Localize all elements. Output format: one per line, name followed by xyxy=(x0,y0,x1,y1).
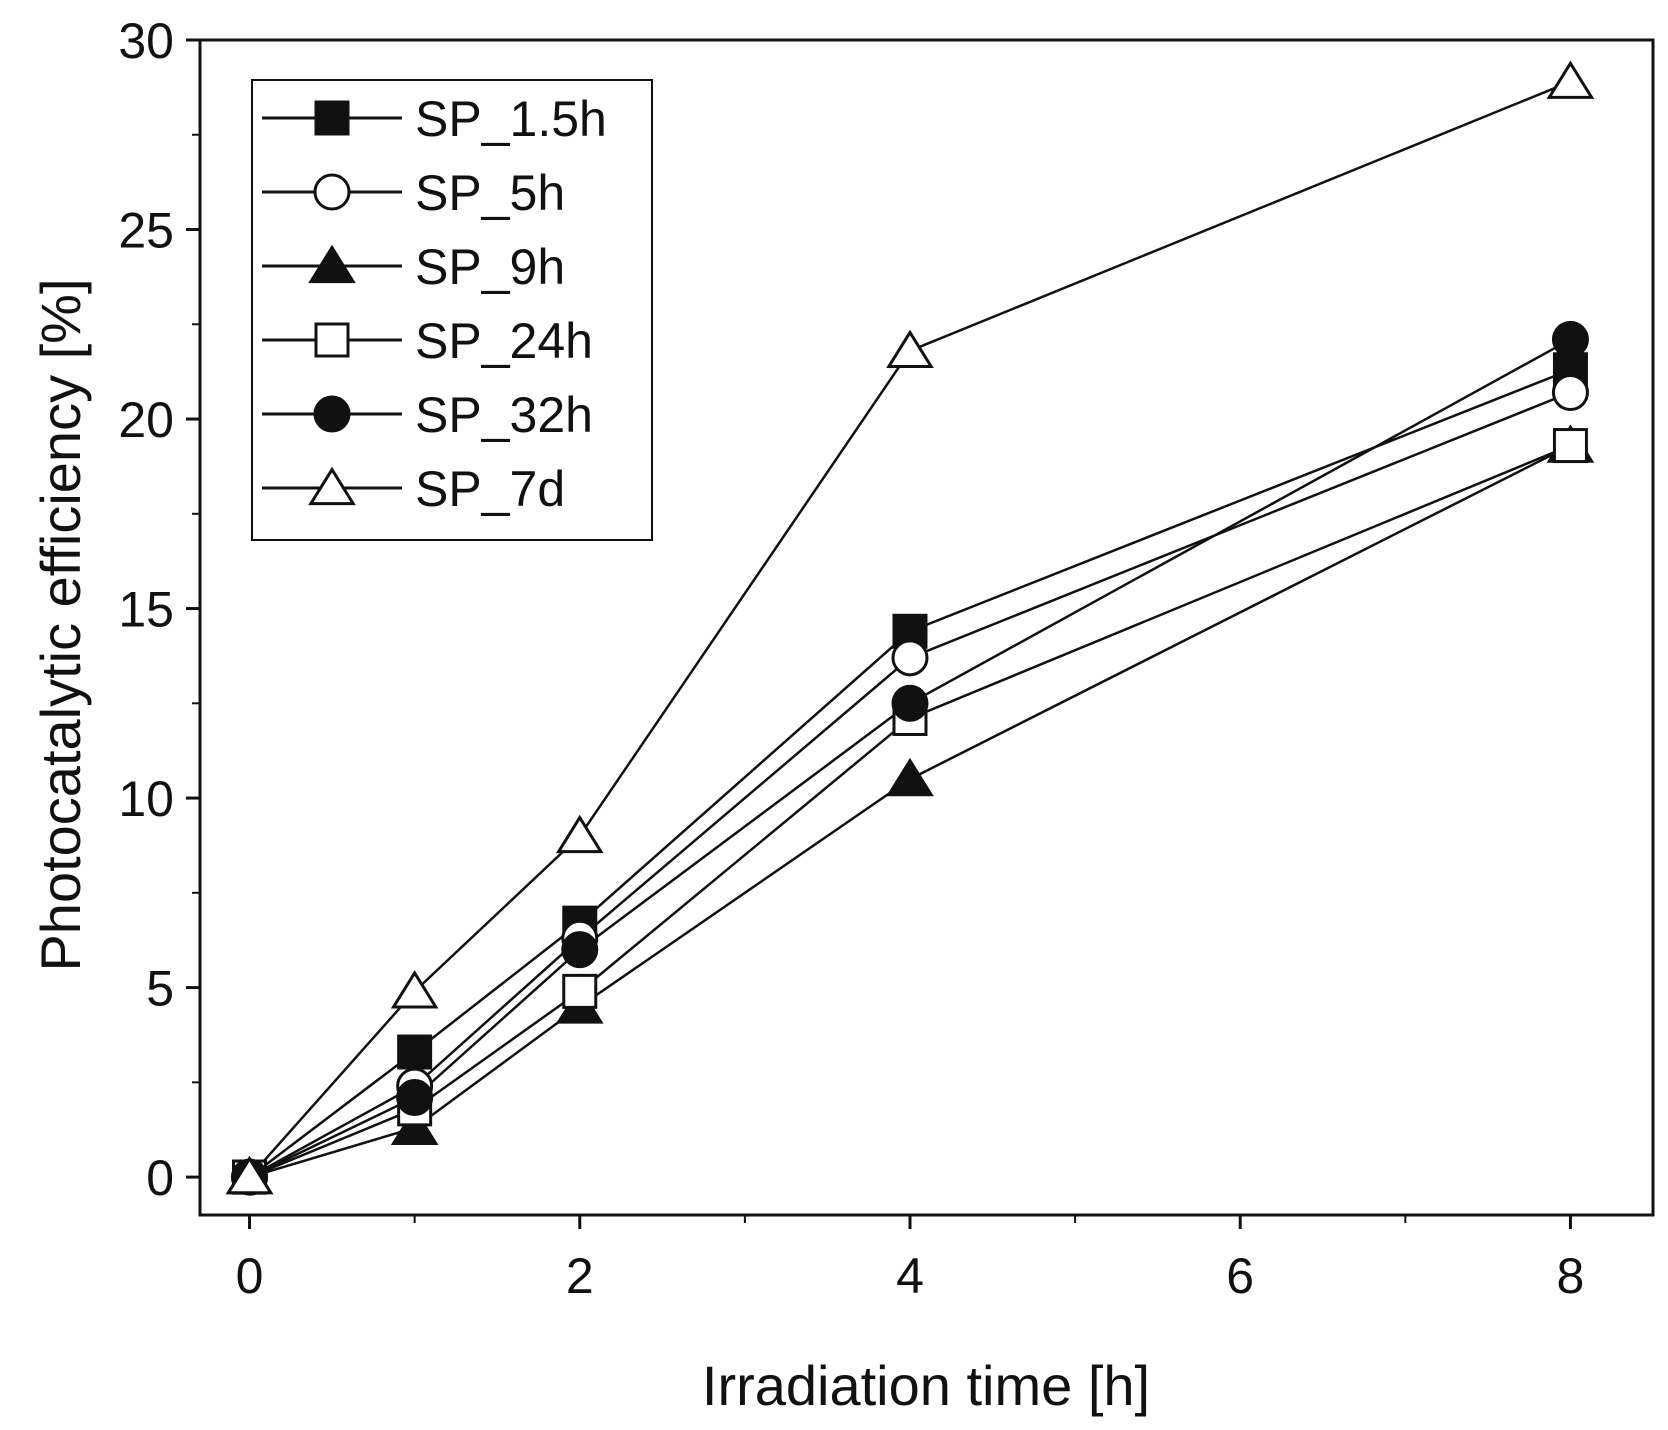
y-tick-label: 0 xyxy=(146,1150,174,1206)
legend-marker xyxy=(313,173,351,211)
legend-label: SP_5h xyxy=(415,165,565,221)
legend-marker xyxy=(313,395,351,433)
y-tick-label: 15 xyxy=(118,582,174,638)
legend-box xyxy=(251,79,653,541)
legend-marker xyxy=(308,244,356,284)
data-point xyxy=(555,814,604,854)
x-tick-label: 2 xyxy=(566,1248,594,1304)
data-point xyxy=(1551,320,1589,358)
data-point xyxy=(397,1034,433,1070)
data-point xyxy=(891,684,929,722)
x-tick-label: 4 xyxy=(896,1248,924,1304)
y-tick-label: 10 xyxy=(118,771,174,827)
series-markers-SP_7d xyxy=(225,60,1595,1195)
legend-label: SP_32h xyxy=(415,387,593,443)
series-markers-SP_9h xyxy=(225,424,1595,1195)
series-layer xyxy=(225,60,1595,1196)
legend-label: SP_1.5h xyxy=(415,91,607,147)
data-point xyxy=(396,1079,434,1116)
plot-frame xyxy=(198,38,1655,1217)
data-point xyxy=(1551,374,1589,411)
legend-label: SP_24h xyxy=(415,313,593,369)
legend-item: SP_24h xyxy=(262,313,593,369)
y-tick-label: 25 xyxy=(118,203,174,259)
legend-label: SP_7d xyxy=(415,461,565,517)
data-point xyxy=(892,613,928,649)
data-point xyxy=(886,757,934,797)
legend-item: SP_9h xyxy=(262,239,565,295)
data-point xyxy=(390,970,439,1009)
y-tick-label: 30 xyxy=(118,13,174,69)
data-point xyxy=(1552,428,1588,464)
y-tick-label: 20 xyxy=(118,392,174,448)
x-tick-label: 6 xyxy=(1226,1248,1254,1304)
legend-item: SP_7d xyxy=(262,461,565,517)
x-axis-title: Irradiation time [h] xyxy=(702,1354,1150,1417)
axis-ticks: 0 2 4 6 8 0 5 10 15 20 25 30 xyxy=(118,13,1584,1304)
data-point xyxy=(886,329,934,368)
legend-marker xyxy=(314,322,350,358)
legend: SP_1.5h SP_5h SP_9h SP_24h SP_32h SP_7d xyxy=(251,79,653,541)
x-tick-label: 0 xyxy=(236,1248,264,1304)
legend-label: SP_9h xyxy=(415,239,565,295)
data-point xyxy=(225,1155,274,1195)
legend-item: SP_5h xyxy=(262,165,565,221)
data-point xyxy=(562,973,598,1009)
y-axis-title: Photocatalytic efficiency [%] xyxy=(29,278,92,971)
data-point xyxy=(390,1106,439,1145)
y-tick-label: 5 xyxy=(146,961,174,1017)
legend-item: SP_1.5h xyxy=(262,91,607,147)
series-markers-SP_24h xyxy=(232,428,1588,1195)
legend-marker xyxy=(314,100,350,136)
data-point xyxy=(1546,60,1595,99)
data-point xyxy=(891,639,929,677)
legend-marker xyxy=(308,466,356,506)
legend-item: SP_32h xyxy=(262,387,593,443)
x-tick-label: 8 xyxy=(1557,1248,1585,1304)
data-point xyxy=(561,931,599,969)
